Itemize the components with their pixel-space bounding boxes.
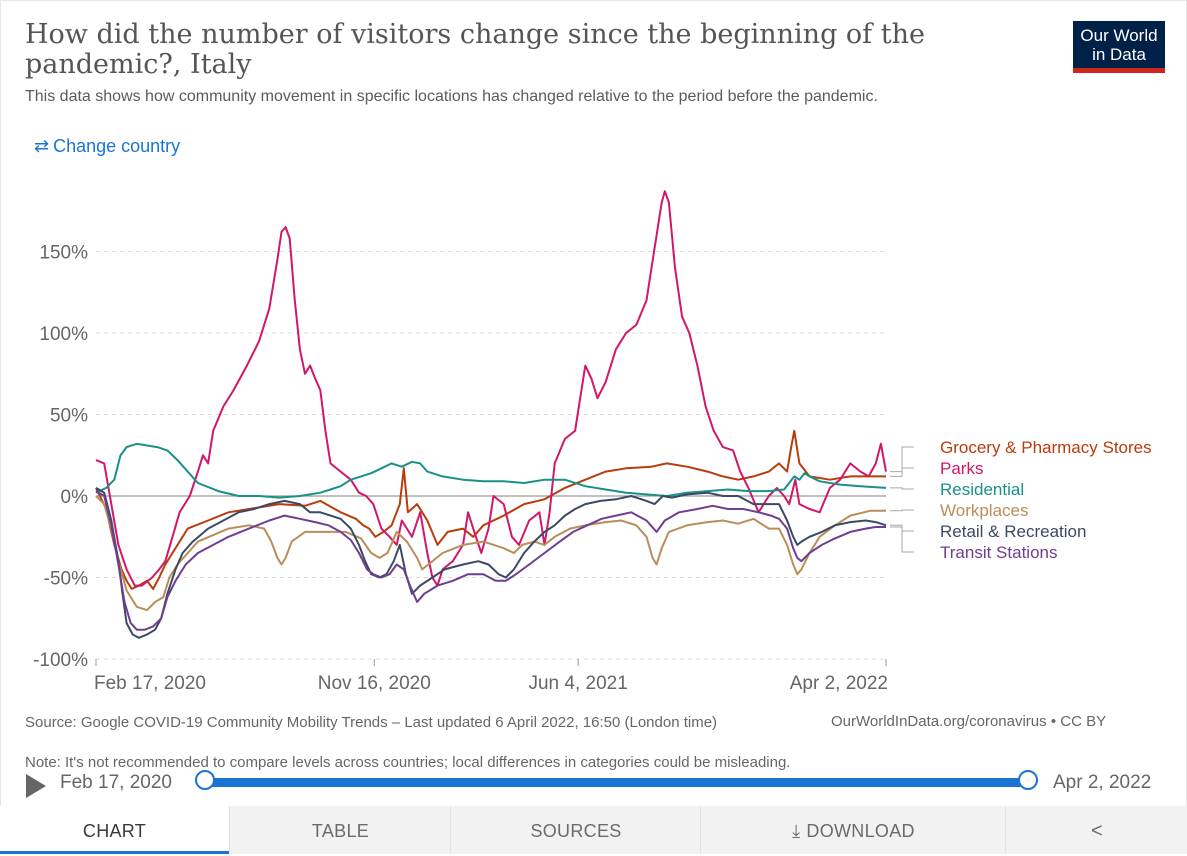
timeline-start-label: Feb 17, 2020 bbox=[60, 772, 172, 793]
tab-download[interactable]: ⤓ DOWNLOAD bbox=[700, 806, 1006, 854]
x-tick-label: Nov 16, 2020 bbox=[318, 673, 431, 694]
series-line-workplaces[interactable] bbox=[95, 495, 886, 612]
series-line-transit[interactable] bbox=[95, 490, 886, 631]
note-text: Note: It's not recommended to compare le… bbox=[25, 754, 791, 771]
legend-connector bbox=[890, 446, 914, 477]
x-tick-label: Jun 4, 2021 bbox=[528, 673, 627, 694]
y-tick-label: -100% bbox=[33, 650, 88, 671]
y-tick-label: -50% bbox=[44, 569, 88, 590]
series-line-residential[interactable] bbox=[95, 442, 887, 499]
chart-subtitle: This data shows how community movement i… bbox=[25, 88, 878, 105]
share-button[interactable]: < bbox=[1005, 806, 1187, 854]
logo-line-2: in Data bbox=[1092, 45, 1146, 64]
download-label: DOWNLOAD bbox=[806, 821, 915, 841]
legend-label-workplaces[interactable]: Workplaces bbox=[940, 501, 1029, 520]
legend-label-retail[interactable]: Retail & Recreation bbox=[940, 522, 1086, 541]
x-tick-label: Feb 17, 2020 bbox=[94, 673, 206, 694]
y-tick-label: 0% bbox=[61, 487, 89, 508]
legend-label-grocery[interactable]: Grocery & Pharmacy Stores bbox=[940, 438, 1152, 457]
legend-label-transit[interactable]: Transit Stations bbox=[940, 543, 1057, 562]
timeline: Feb 17, 2020 Apr 2, 2022 bbox=[0, 768, 1187, 798]
timeline-end-handle[interactable] bbox=[1018, 770, 1038, 790]
timeline-track[interactable] bbox=[205, 778, 1028, 787]
timeline-end-label: Apr 2, 2022 bbox=[1053, 772, 1152, 793]
line-chart: -100% -50% 0% 50% 100% 150% Feb 17, 2020 Nov 16… bbox=[33, 190, 1152, 694]
legend-connector bbox=[890, 487, 914, 490]
tab-sources[interactable]: SOURCES bbox=[450, 806, 701, 854]
tab-bar: CHART TABLE SOURCES ⤓ DOWNLOAD < bbox=[0, 806, 1187, 854]
owid-logo[interactable]: Our World in Data bbox=[1073, 21, 1165, 73]
y-tick-label: 100% bbox=[39, 324, 88, 345]
legend-connector bbox=[890, 509, 914, 512]
change-country-label: Change country bbox=[53, 136, 181, 156]
logo-bar bbox=[1073, 68, 1165, 73]
series-line-grocery[interactable] bbox=[95, 429, 886, 590]
play-icon[interactable] bbox=[26, 774, 46, 798]
timeline-start-handle[interactable] bbox=[195, 770, 215, 790]
tab-chart[interactable]: CHART bbox=[0, 806, 229, 854]
series-line-parks[interactable] bbox=[95, 190, 887, 587]
legend-connector bbox=[890, 526, 914, 553]
tab-table[interactable]: TABLE bbox=[229, 806, 451, 854]
legend-connector bbox=[890, 467, 914, 473]
y-tick-label: 150% bbox=[39, 243, 88, 264]
share-icon: < bbox=[1091, 820, 1103, 842]
swap-arrows-icon: ⇄ bbox=[34, 136, 50, 156]
x-tick-label: Apr 2, 2022 bbox=[790, 673, 888, 694]
download-icon: ⤓ bbox=[792, 821, 801, 841]
chart-title: How did the number of visitors change si… bbox=[25, 19, 925, 80]
series-line-retail[interactable] bbox=[95, 487, 887, 639]
logo-line-1: Our World bbox=[1080, 26, 1158, 45]
legend-label-residential[interactable]: Residential bbox=[940, 480, 1024, 499]
source-text: Source: Google COVID-19 Community Mobili… bbox=[25, 714, 718, 731]
y-tick-label: 50% bbox=[50, 406, 88, 427]
change-country-button[interactable]: ⇄ Change country bbox=[34, 136, 180, 157]
owid-coronavirus-link[interactable]: OurWorldInData.org/coronavirus • CC BY bbox=[831, 713, 1107, 730]
legend-label-parks[interactable]: Parks bbox=[940, 459, 983, 478]
